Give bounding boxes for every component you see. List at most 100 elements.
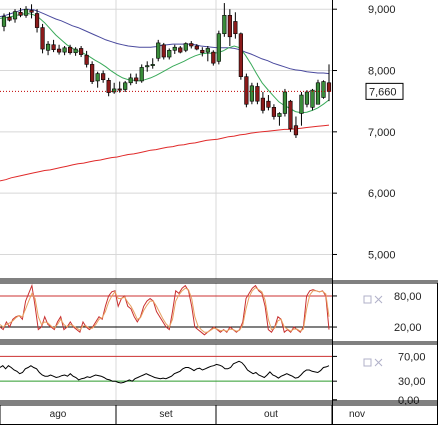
candle-body bbox=[139, 67, 144, 82]
candle-body bbox=[128, 77, 133, 84]
candle-body bbox=[282, 91, 288, 114]
candle-body bbox=[200, 49, 205, 54]
candle bbox=[238, 32, 243, 80]
candle-body bbox=[167, 49, 172, 58]
candle bbox=[101, 70, 106, 83]
oscillator-2-tick-label: 30,00 bbox=[398, 376, 426, 388]
candle bbox=[128, 73, 133, 86]
candle bbox=[34, 9, 40, 33]
candle bbox=[293, 116, 299, 138]
candle bbox=[56, 44, 62, 55]
candle bbox=[321, 80, 326, 99]
candle bbox=[51, 39, 56, 53]
candle-body bbox=[189, 43, 194, 47]
candle bbox=[183, 42, 188, 53]
candle bbox=[150, 58, 155, 69]
candle bbox=[123, 80, 128, 92]
candle bbox=[222, 3, 227, 37]
price-ma-green-series bbox=[0, 12, 330, 114]
candle bbox=[73, 47, 78, 56]
candle bbox=[233, 12, 238, 39]
candle-body bbox=[117, 88, 122, 91]
candle-body bbox=[255, 86, 260, 102]
candle bbox=[189, 41, 194, 49]
candle-body bbox=[183, 43, 188, 51]
candle-body bbox=[310, 89, 315, 108]
candle-body bbox=[1, 16, 7, 27]
candle-body bbox=[299, 94, 304, 114]
candle bbox=[145, 61, 150, 72]
candle-body bbox=[73, 48, 78, 54]
candle bbox=[1, 13, 7, 32]
candle bbox=[282, 88, 288, 117]
month-label: out bbox=[264, 409, 278, 420]
candle-body bbox=[79, 48, 84, 55]
candle-body bbox=[156, 42, 161, 59]
oscillator-2-minimize-icon[interactable] bbox=[363, 358, 372, 367]
candle-body bbox=[304, 91, 310, 105]
candle bbox=[200, 47, 205, 57]
candle bbox=[178, 45, 183, 54]
candle bbox=[62, 45, 67, 56]
candle-body bbox=[29, 10, 34, 13]
candle-body bbox=[315, 82, 321, 105]
candle-body bbox=[90, 64, 95, 82]
price-tick-label: 7,000 bbox=[368, 127, 396, 139]
candle bbox=[90, 61, 95, 85]
candle bbox=[216, 30, 221, 65]
candle bbox=[68, 44, 73, 55]
candle-body bbox=[266, 100, 271, 108]
candle bbox=[227, 9, 232, 46]
candle-body bbox=[222, 15, 227, 35]
candle bbox=[315, 79, 321, 105]
candle-body bbox=[238, 33, 243, 77]
price-tick-label: 5,000 bbox=[368, 249, 396, 261]
oscillator-1-controls[interactable] bbox=[363, 295, 383, 304]
candle-body bbox=[211, 51, 216, 64]
candle bbox=[112, 82, 117, 94]
candle bbox=[194, 44, 199, 51]
price-tick-label: 9,000 bbox=[368, 4, 396, 16]
candle bbox=[172, 44, 177, 54]
candle-body bbox=[7, 16, 12, 21]
candle-body bbox=[326, 82, 332, 92]
candle bbox=[255, 82, 260, 105]
candle bbox=[260, 91, 265, 114]
oscillator-2-close-icon[interactable] bbox=[374, 358, 383, 367]
candle-body bbox=[23, 8, 29, 16]
price-tick-label: 6,000 bbox=[368, 188, 396, 200]
candle bbox=[23, 6, 29, 18]
candle bbox=[271, 104, 277, 120]
oscillator-1-minimize-icon[interactable] bbox=[363, 295, 372, 304]
candle-body bbox=[233, 21, 238, 35]
candle bbox=[139, 64, 144, 83]
candle bbox=[244, 73, 249, 108]
candle-body bbox=[288, 100, 293, 130]
candle-body bbox=[271, 107, 277, 117]
candle-body bbox=[18, 11, 23, 16]
candle bbox=[40, 23, 45, 54]
last-price-badge: 7,660 bbox=[365, 82, 404, 100]
candle-body bbox=[178, 47, 183, 53]
oscillator-2-controls[interactable] bbox=[363, 358, 383, 367]
candle-body bbox=[112, 88, 117, 93]
candle bbox=[29, 4, 34, 19]
price-tick-label: 8,000 bbox=[368, 66, 396, 78]
candle-body bbox=[150, 64, 155, 66]
candle-body bbox=[260, 97, 265, 111]
candle bbox=[84, 50, 89, 68]
candle bbox=[106, 77, 111, 97]
candle-body bbox=[106, 80, 111, 93]
candle-body bbox=[62, 47, 67, 53]
oscillator-2-tick-label: 70,00 bbox=[398, 351, 426, 363]
oscillator-1-close-icon[interactable] bbox=[374, 295, 383, 304]
candle bbox=[266, 95, 271, 111]
candle-body bbox=[123, 82, 128, 90]
candle-body bbox=[56, 48, 62, 53]
candle-body bbox=[161, 44, 166, 58]
candle bbox=[7, 12, 12, 22]
candle-body bbox=[12, 11, 18, 20]
